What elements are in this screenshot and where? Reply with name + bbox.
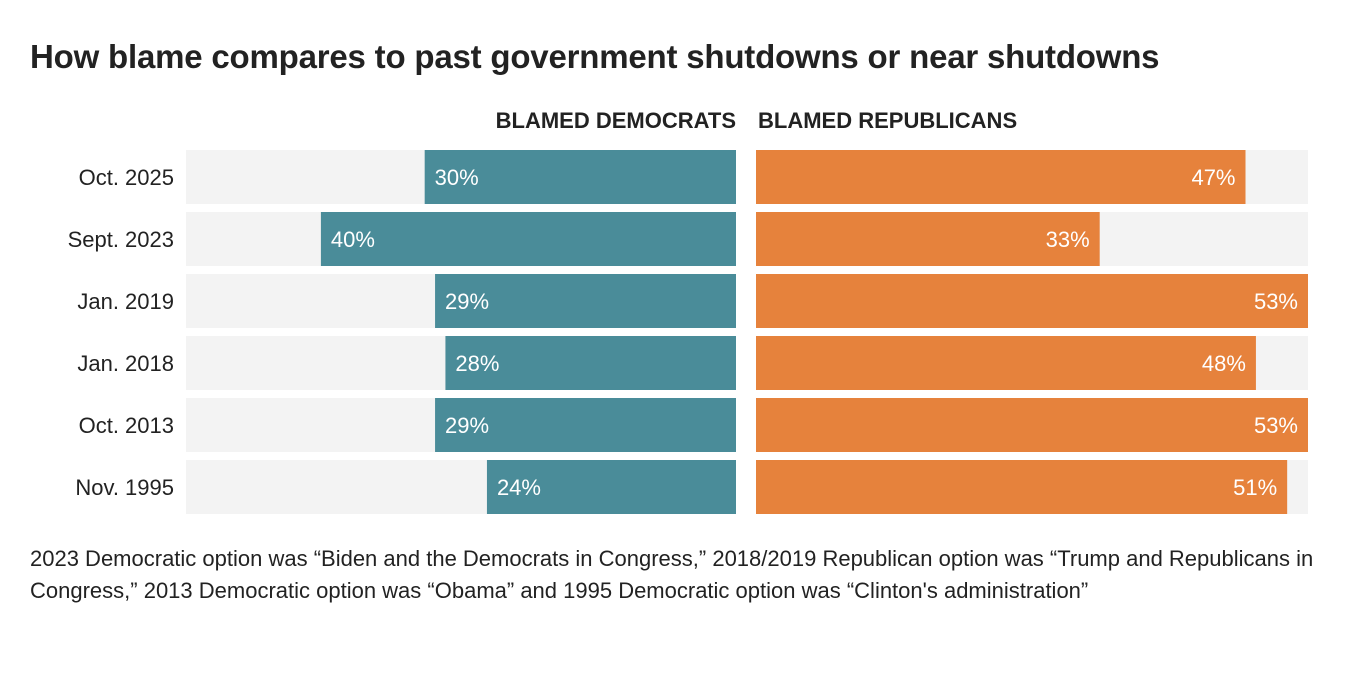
dem-value-label: 29% [445, 289, 489, 314]
category-label: Nov. 1995 [75, 475, 174, 500]
chart-title: How blame compares to past government sh… [30, 38, 1160, 75]
dem-value-label: 24% [497, 475, 541, 500]
dem-bar [320, 212, 736, 266]
rep-value-label: 53% [1254, 413, 1298, 438]
rep-bar [756, 274, 1308, 328]
republicans-header: BLAMED REPUBLICANS [758, 108, 1018, 133]
rep-value-label: 33% [1046, 227, 1090, 252]
dem-value-label: 28% [455, 351, 499, 376]
rep-bar [756, 336, 1256, 390]
dem-bar [486, 460, 736, 514]
category-label: Sept. 2023 [68, 227, 174, 252]
dem-bar [435, 274, 736, 328]
footnote: 2023 Democratic option was “Biden and th… [30, 546, 1314, 603]
category-label: Oct. 2025 [79, 165, 174, 190]
dem-value-label: 30% [435, 165, 479, 190]
dem-bar [445, 336, 736, 390]
rep-value-label: 47% [1191, 165, 1235, 190]
category-label: Jan. 2018 [77, 351, 174, 376]
rep-bar [756, 398, 1308, 452]
rep-bar [756, 150, 1246, 204]
rep-value-label: 51% [1233, 475, 1277, 500]
dem-value-label: 40% [331, 227, 375, 252]
rep-bar [756, 460, 1288, 514]
democrats-header: BLAMED DEMOCRATS [495, 108, 736, 133]
rep-value-label: 48% [1202, 351, 1246, 376]
category-label: Jan. 2019 [77, 289, 174, 314]
dem-value-label: 29% [445, 413, 489, 438]
rep-bar [756, 212, 1100, 266]
dem-bar [424, 150, 736, 204]
category-label: Oct. 2013 [79, 413, 174, 438]
dem-bar [435, 398, 736, 452]
rep-value-label: 53% [1254, 289, 1298, 314]
